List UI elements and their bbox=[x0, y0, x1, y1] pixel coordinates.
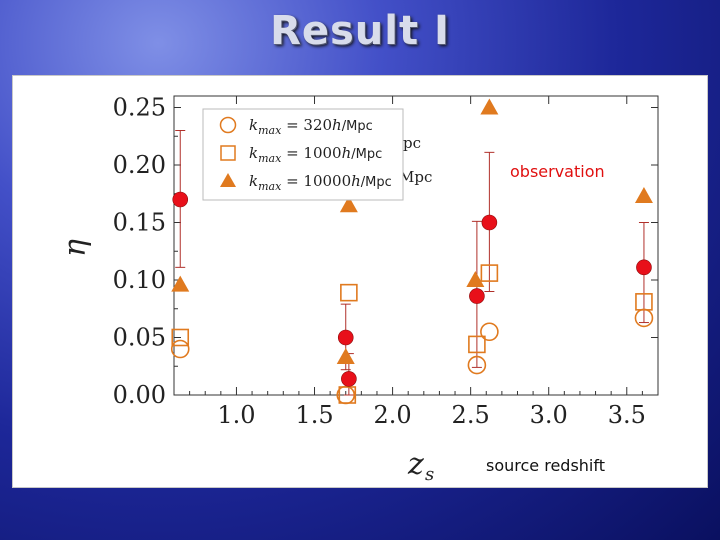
legend-item-k10000: kmax = 10000h/Mpc bbox=[220, 172, 392, 193]
legend-triangle-marker bbox=[220, 173, 236, 187]
y-axis-label: η bbox=[58, 239, 93, 257]
y-tick-label: 0.25 bbox=[113, 94, 166, 122]
observation-point bbox=[172, 191, 189, 208]
legend: kmax = 320h/Mpc kmax = 1000h/Mpc kmax = 10… bbox=[202, 108, 404, 201]
y-tick-label: 0.05 bbox=[113, 324, 166, 352]
chart-panel: 0.00 0.05 0.10 0.15 0.20 0.25 1.0 1.5 2.0 2.5 3.0 3… bbox=[12, 75, 708, 488]
k320-point bbox=[480, 322, 499, 342]
k1000-point bbox=[171, 328, 190, 347]
source-redshift-annotation: source redshift bbox=[486, 456, 605, 475]
x-tick-label: 3.5 bbox=[608, 401, 646, 429]
k1000-point bbox=[338, 386, 357, 404]
legend-box bbox=[202, 108, 404, 201]
legend-square-marker bbox=[220, 145, 236, 161]
x-tick-label: 1.0 bbox=[217, 401, 255, 429]
y-tick-label: 0.20 bbox=[113, 151, 166, 179]
k10000-point bbox=[336, 348, 355, 365]
observation-point bbox=[469, 288, 485, 304]
scatter-chart: 0.00 0.05 0.10 0.15 0.20 0.25 1.0 1.5 2.0 2.5 3.0 3… bbox=[58, 94, 659, 485]
legend-circle-marker bbox=[219, 116, 237, 134]
k10000-point bbox=[171, 275, 190, 292]
observation-point bbox=[481, 214, 498, 231]
k1000-point bbox=[468, 335, 486, 354]
k1000-point bbox=[340, 283, 358, 302]
x-tick-label: 1.5 bbox=[295, 401, 333, 429]
observation-point bbox=[341, 371, 357, 387]
k320-point bbox=[170, 339, 190, 359]
x-axis-label-main: z bbox=[407, 447, 424, 482]
k10000-point bbox=[339, 196, 358, 213]
y-tick-label: 0.10 bbox=[113, 266, 166, 294]
legend-label: kmax = 320h/Mpc bbox=[249, 116, 373, 137]
legend-clip-text: pc bbox=[403, 134, 421, 152]
k1000-point bbox=[635, 293, 653, 311]
observation-point bbox=[337, 329, 354, 346]
legend-clip-text: Mpc bbox=[399, 168, 432, 186]
k10000-point bbox=[480, 98, 499, 115]
k10000-point bbox=[634, 187, 653, 204]
legend-label: kmax = 1000h/Mpc bbox=[249, 144, 382, 165]
plot-frame bbox=[173, 95, 659, 396]
x-axis-label-sub: s bbox=[425, 464, 434, 485]
x-tick-label: 2.5 bbox=[452, 401, 490, 429]
x-tick-label: 2.0 bbox=[373, 401, 411, 429]
observation-point bbox=[636, 259, 652, 276]
y-tick-label: 0.00 bbox=[113, 381, 166, 409]
x-tick-label: 3.0 bbox=[530, 401, 568, 429]
k10000-point bbox=[466, 271, 485, 287]
k320-point bbox=[467, 355, 487, 375]
legend-label: kmax = 10000h/Mpc bbox=[249, 172, 392, 193]
legend-item-k1000: kmax = 1000h/Mpc bbox=[220, 144, 382, 165]
y-tick-label: 0.15 bbox=[113, 209, 166, 237]
k1000-point bbox=[480, 264, 499, 282]
slide-title: Result I bbox=[270, 8, 450, 54]
legend-item-k320: kmax = 320h/Mpc bbox=[219, 116, 373, 137]
observation-annotation: observation bbox=[510, 162, 605, 181]
